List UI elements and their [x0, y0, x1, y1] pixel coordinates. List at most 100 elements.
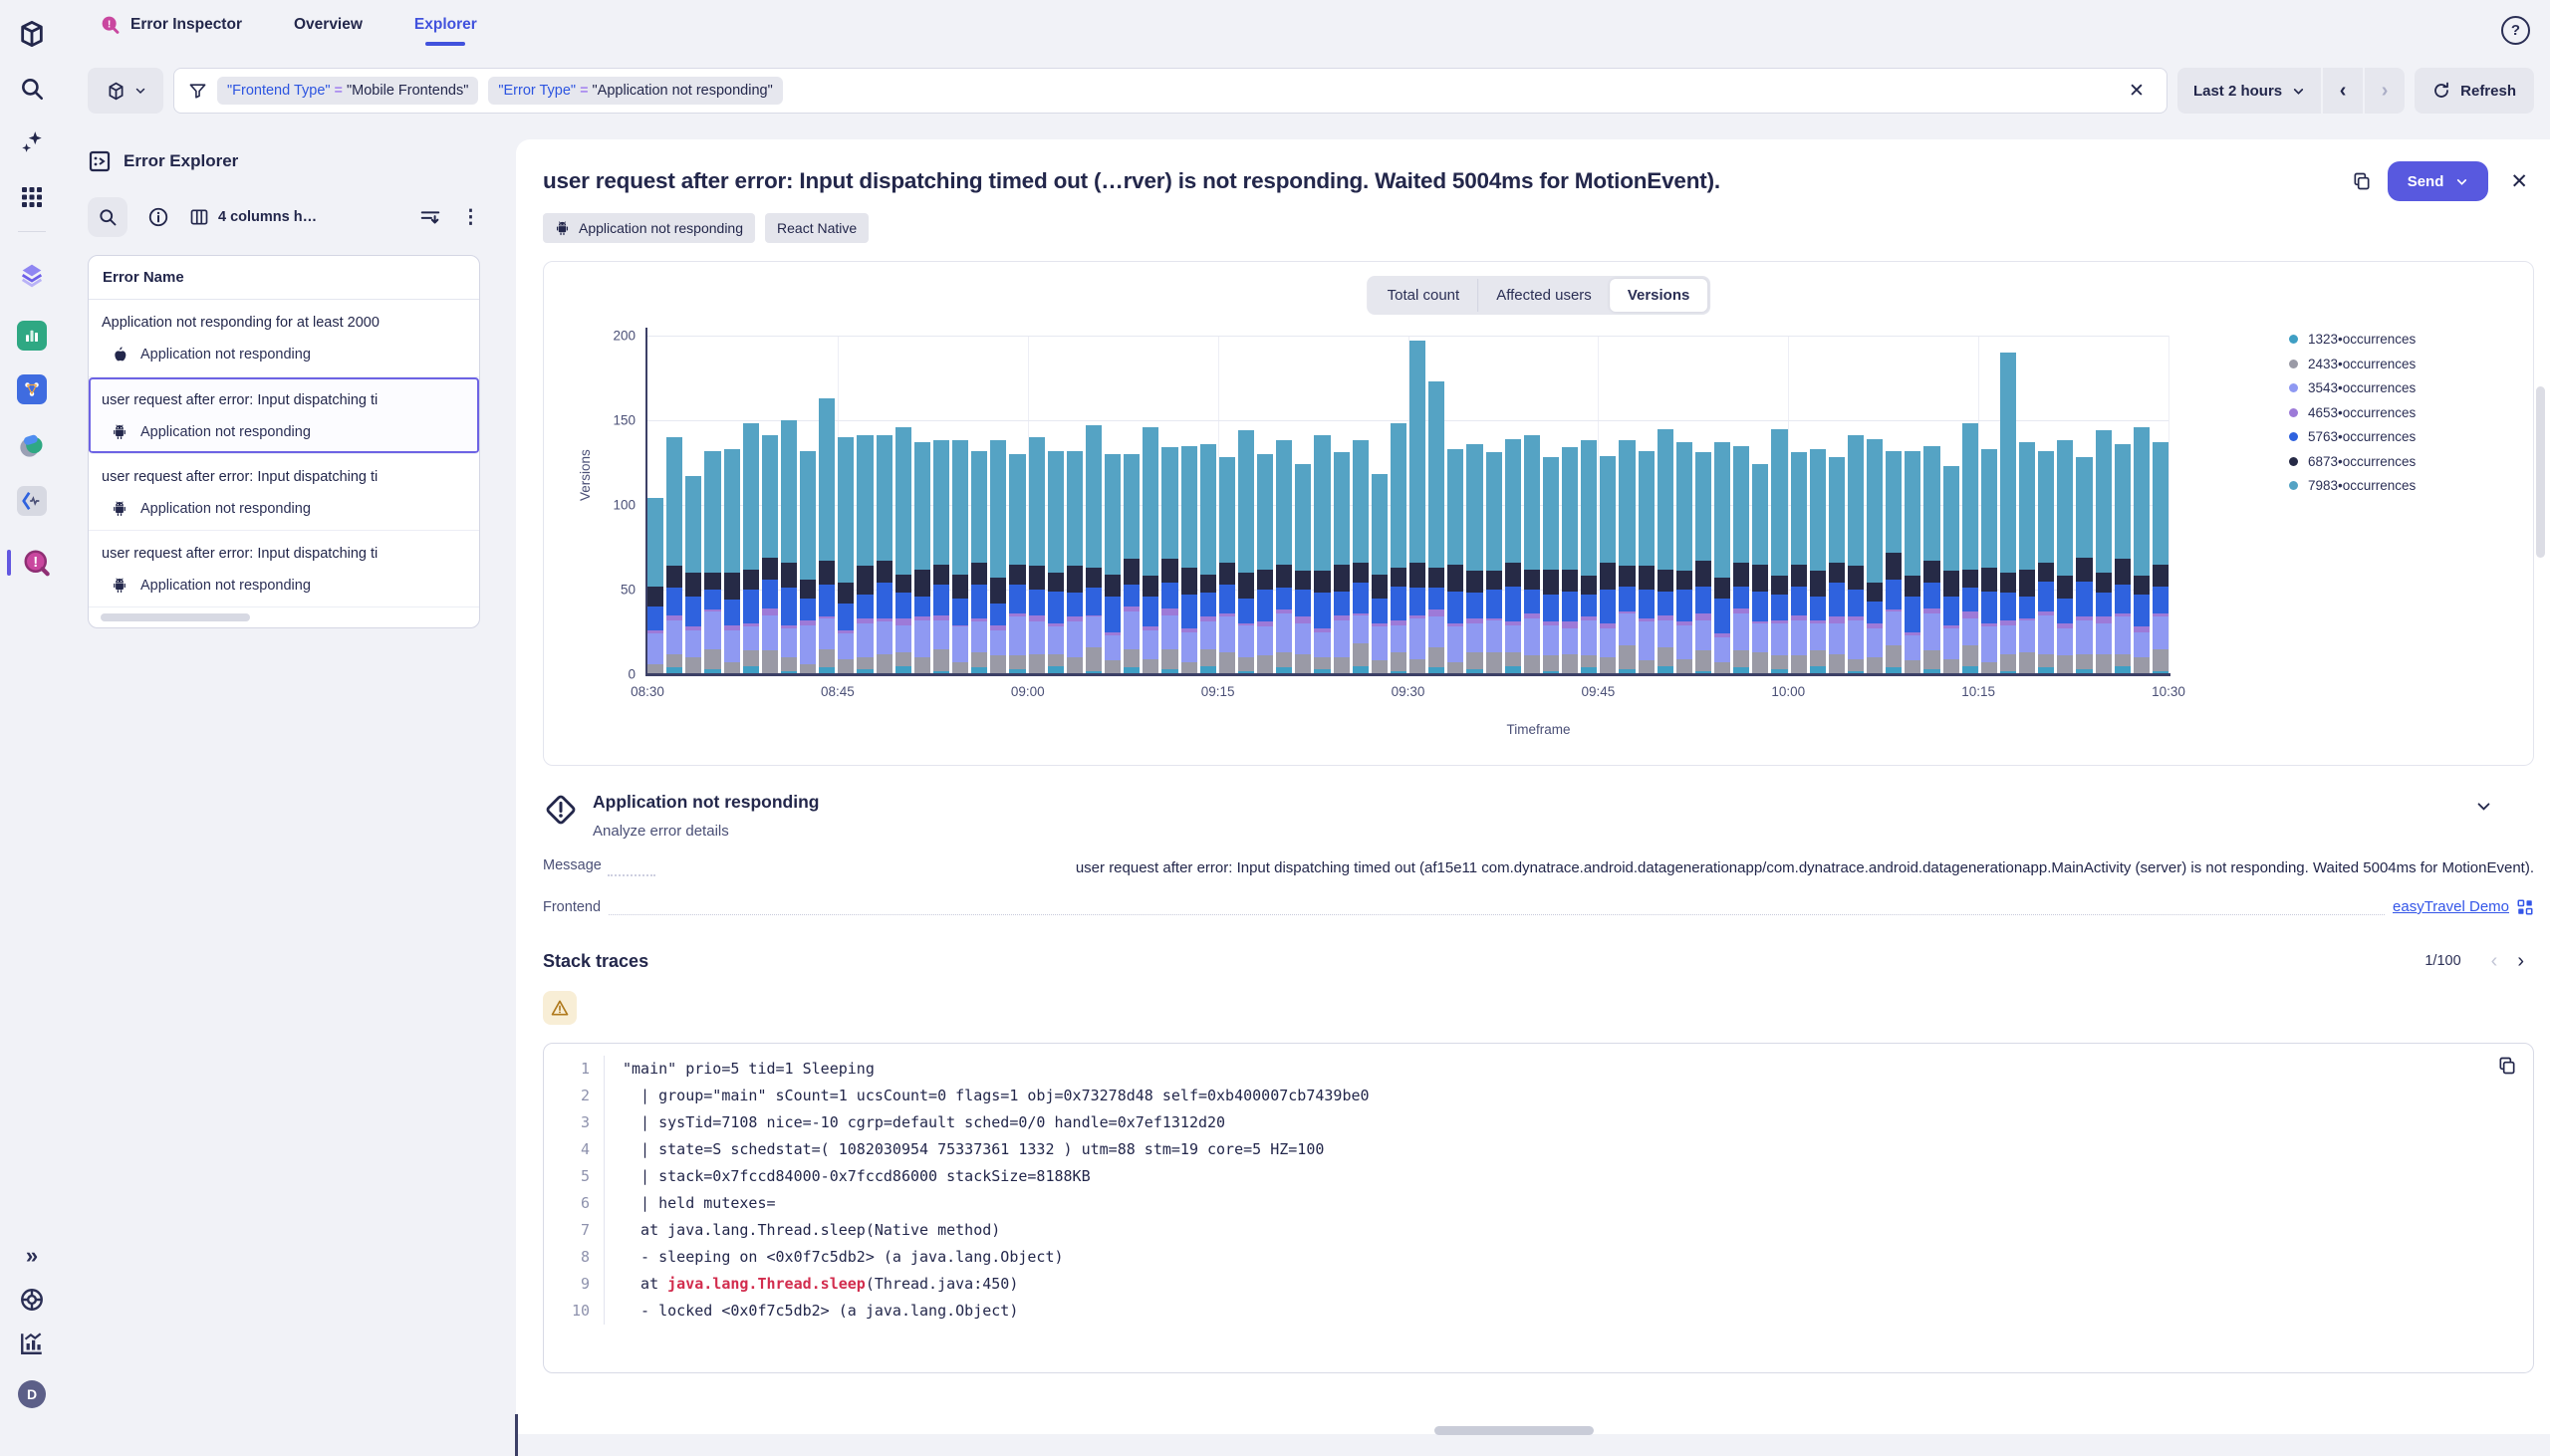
stacked-bar[interactable]: [666, 336, 683, 674]
stacked-bar[interactable]: [1867, 336, 1884, 674]
copy-title-icon[interactable]: [2352, 171, 2372, 191]
expand-rail-icon[interactable]: »: [25, 1243, 39, 1268]
tab-overview[interactable]: Overview: [293, 15, 363, 33]
services-app-icon[interactable]: [17, 430, 47, 460]
main-vertical-scrollbar[interactable]: [2536, 386, 2545, 558]
stacked-bar[interactable]: [1218, 336, 1235, 674]
stacked-bar[interactable]: [932, 336, 949, 674]
workflows-app-icon[interactable]: [17, 374, 47, 404]
stacked-bar[interactable]: [1886, 336, 1903, 674]
send-button[interactable]: Send: [2387, 161, 2489, 201]
stacked-bar[interactable]: [1542, 336, 1559, 674]
stack-trace-code-block[interactable]: 1 "main" prio=5 tid=1 Sleeping 2 | group="…: [543, 1042, 2534, 1373]
stacked-bar[interactable]: [1143, 336, 1159, 674]
stacked-bar[interactable]: [1276, 336, 1293, 674]
stacked-bar[interactable]: [2152, 336, 2168, 674]
stacked-bar[interactable]: [1847, 336, 1864, 674]
stacked-bar[interactable]: [2076, 336, 2093, 674]
stacked-bar[interactable]: [1752, 336, 1769, 674]
stacked-bar[interactable]: [1694, 336, 1711, 674]
stacked-bar[interactable]: [685, 336, 702, 674]
stacked-bar[interactable]: [913, 336, 930, 674]
stacked-bar[interactable]: [838, 336, 855, 674]
columns-button[interactable]: 4 columns h…: [189, 207, 317, 227]
stacked-bar[interactable]: [1619, 336, 1636, 674]
stacked-bar[interactable]: [1999, 336, 2016, 674]
table-header-error-name[interactable]: Error Name: [89, 256, 479, 300]
stacked-bar[interactable]: [1771, 336, 1788, 674]
legend-item[interactable]: 6873•occurrences: [2289, 454, 2416, 469]
stacked-bar[interactable]: [1790, 336, 1807, 674]
legend-item[interactable]: 4653•occurrences: [2289, 405, 2416, 420]
ai-sparkles-icon[interactable]: [19, 129, 45, 155]
error-row[interactable]: user request after error: Input dispatch…: [89, 531, 479, 607]
open-app-icon[interactable]: [2516, 898, 2534, 916]
stacked-bar[interactable]: [780, 336, 797, 674]
stacked-bar[interactable]: [1105, 336, 1122, 674]
stacked-bar[interactable]: [2057, 336, 2074, 674]
filter-chip-error-type[interactable]: "Error Type" = "Application not responding…: [488, 77, 783, 105]
stacked-bar[interactable]: [1066, 336, 1083, 674]
stacked-bar[interactable]: [1562, 336, 1579, 674]
stacked-bar[interactable]: [1390, 336, 1406, 674]
stacked-bar[interactable]: [1638, 336, 1655, 674]
stacked-bar[interactable]: [742, 336, 759, 674]
stacked-bar[interactable]: [1980, 336, 1997, 674]
legend-item[interactable]: 5763•occurrences: [2289, 429, 2416, 444]
stacked-bar[interactable]: [1009, 336, 1026, 674]
stacked-bar[interactable]: [1733, 336, 1750, 674]
stacked-bar[interactable]: [647, 336, 664, 674]
stacked-bar[interactable]: [1295, 336, 1312, 674]
legend-item[interactable]: 1323•occurrences: [2289, 332, 2416, 347]
stacked-bar[interactable]: [1180, 336, 1197, 674]
traces-app-icon[interactable]: [17, 486, 47, 516]
stacked-bar[interactable]: [1657, 336, 1673, 674]
stacked-bar[interactable]: [1199, 336, 1216, 674]
legend-item[interactable]: 7983•occurrences: [2289, 478, 2416, 493]
stacked-bar[interactable]: [1371, 336, 1388, 674]
stacked-bar[interactable]: [857, 336, 874, 674]
next-stack-button[interactable]: ›: [2517, 949, 2524, 972]
stacked-bar[interactable]: [1675, 336, 1692, 674]
user-avatar[interactable]: D: [18, 1380, 46, 1408]
kebab-menu-icon[interactable]: ⋮: [461, 206, 480, 228]
stacked-bar[interactable]: [1237, 336, 1254, 674]
splitter-handle[interactable]: [515, 1414, 518, 1456]
error-inspector-app-icon[interactable]: !: [22, 548, 52, 578]
tab-total-count[interactable]: Total count: [1387, 287, 1460, 304]
stacked-bar[interactable]: [1028, 336, 1045, 674]
tab-error-inspector[interactable]: ! Error Inspector: [100, 14, 242, 35]
stacked-bar[interactable]: [1085, 336, 1102, 674]
stacked-bar[interactable]: [1333, 336, 1350, 674]
stacked-bar[interactable]: [2019, 336, 2036, 674]
legend-item[interactable]: 2433•occurrences: [2289, 357, 2416, 371]
help-lifebuoy-icon[interactable]: [19, 1287, 45, 1313]
time-back-button[interactable]: ‹: [2323, 68, 2364, 114]
display-options-icon[interactable]: [419, 206, 441, 228]
stacked-bar[interactable]: [1352, 336, 1369, 674]
stacked-bar[interactable]: [800, 336, 817, 674]
time-range-button[interactable]: Last 2 hours: [2176, 68, 2322, 114]
stacked-bar[interactable]: [1600, 336, 1617, 674]
scope-selector-button[interactable]: [88, 68, 163, 114]
stacked-bar[interactable]: [1466, 336, 1483, 674]
stacked-bar[interactable]: [876, 336, 892, 674]
stacked-bar[interactable]: [1809, 336, 1826, 674]
error-row[interactable]: user request after error: Input dispatch…: [89, 454, 479, 531]
code-horizontal-scrollbar[interactable]: [1434, 1426, 1594, 1435]
stacked-bar[interactable]: [1428, 336, 1445, 674]
refresh-button[interactable]: Refresh: [2415, 68, 2534, 114]
stacked-bar[interactable]: [971, 336, 988, 674]
dashboards-app-icon[interactable]: [17, 321, 47, 351]
stacked-bar[interactable]: [1581, 336, 1598, 674]
close-detail-button[interactable]: ✕: [2510, 169, 2528, 193]
filter-chip-frontend-type[interactable]: "Frontend Type" = "Mobile Frontends": [217, 77, 479, 105]
stacked-bar[interactable]: [1828, 336, 1845, 674]
stacked-bar[interactable]: [1942, 336, 1959, 674]
search-icon[interactable]: [19, 76, 45, 102]
error-row-selected[interactable]: user request after error: Input dispatch…: [89, 377, 479, 454]
stacked-bar[interactable]: [723, 336, 740, 674]
stacked-bar[interactable]: [819, 336, 836, 674]
stacked-bar[interactable]: [1124, 336, 1141, 674]
clear-filter-button[interactable]: ✕: [2129, 80, 2145, 102]
